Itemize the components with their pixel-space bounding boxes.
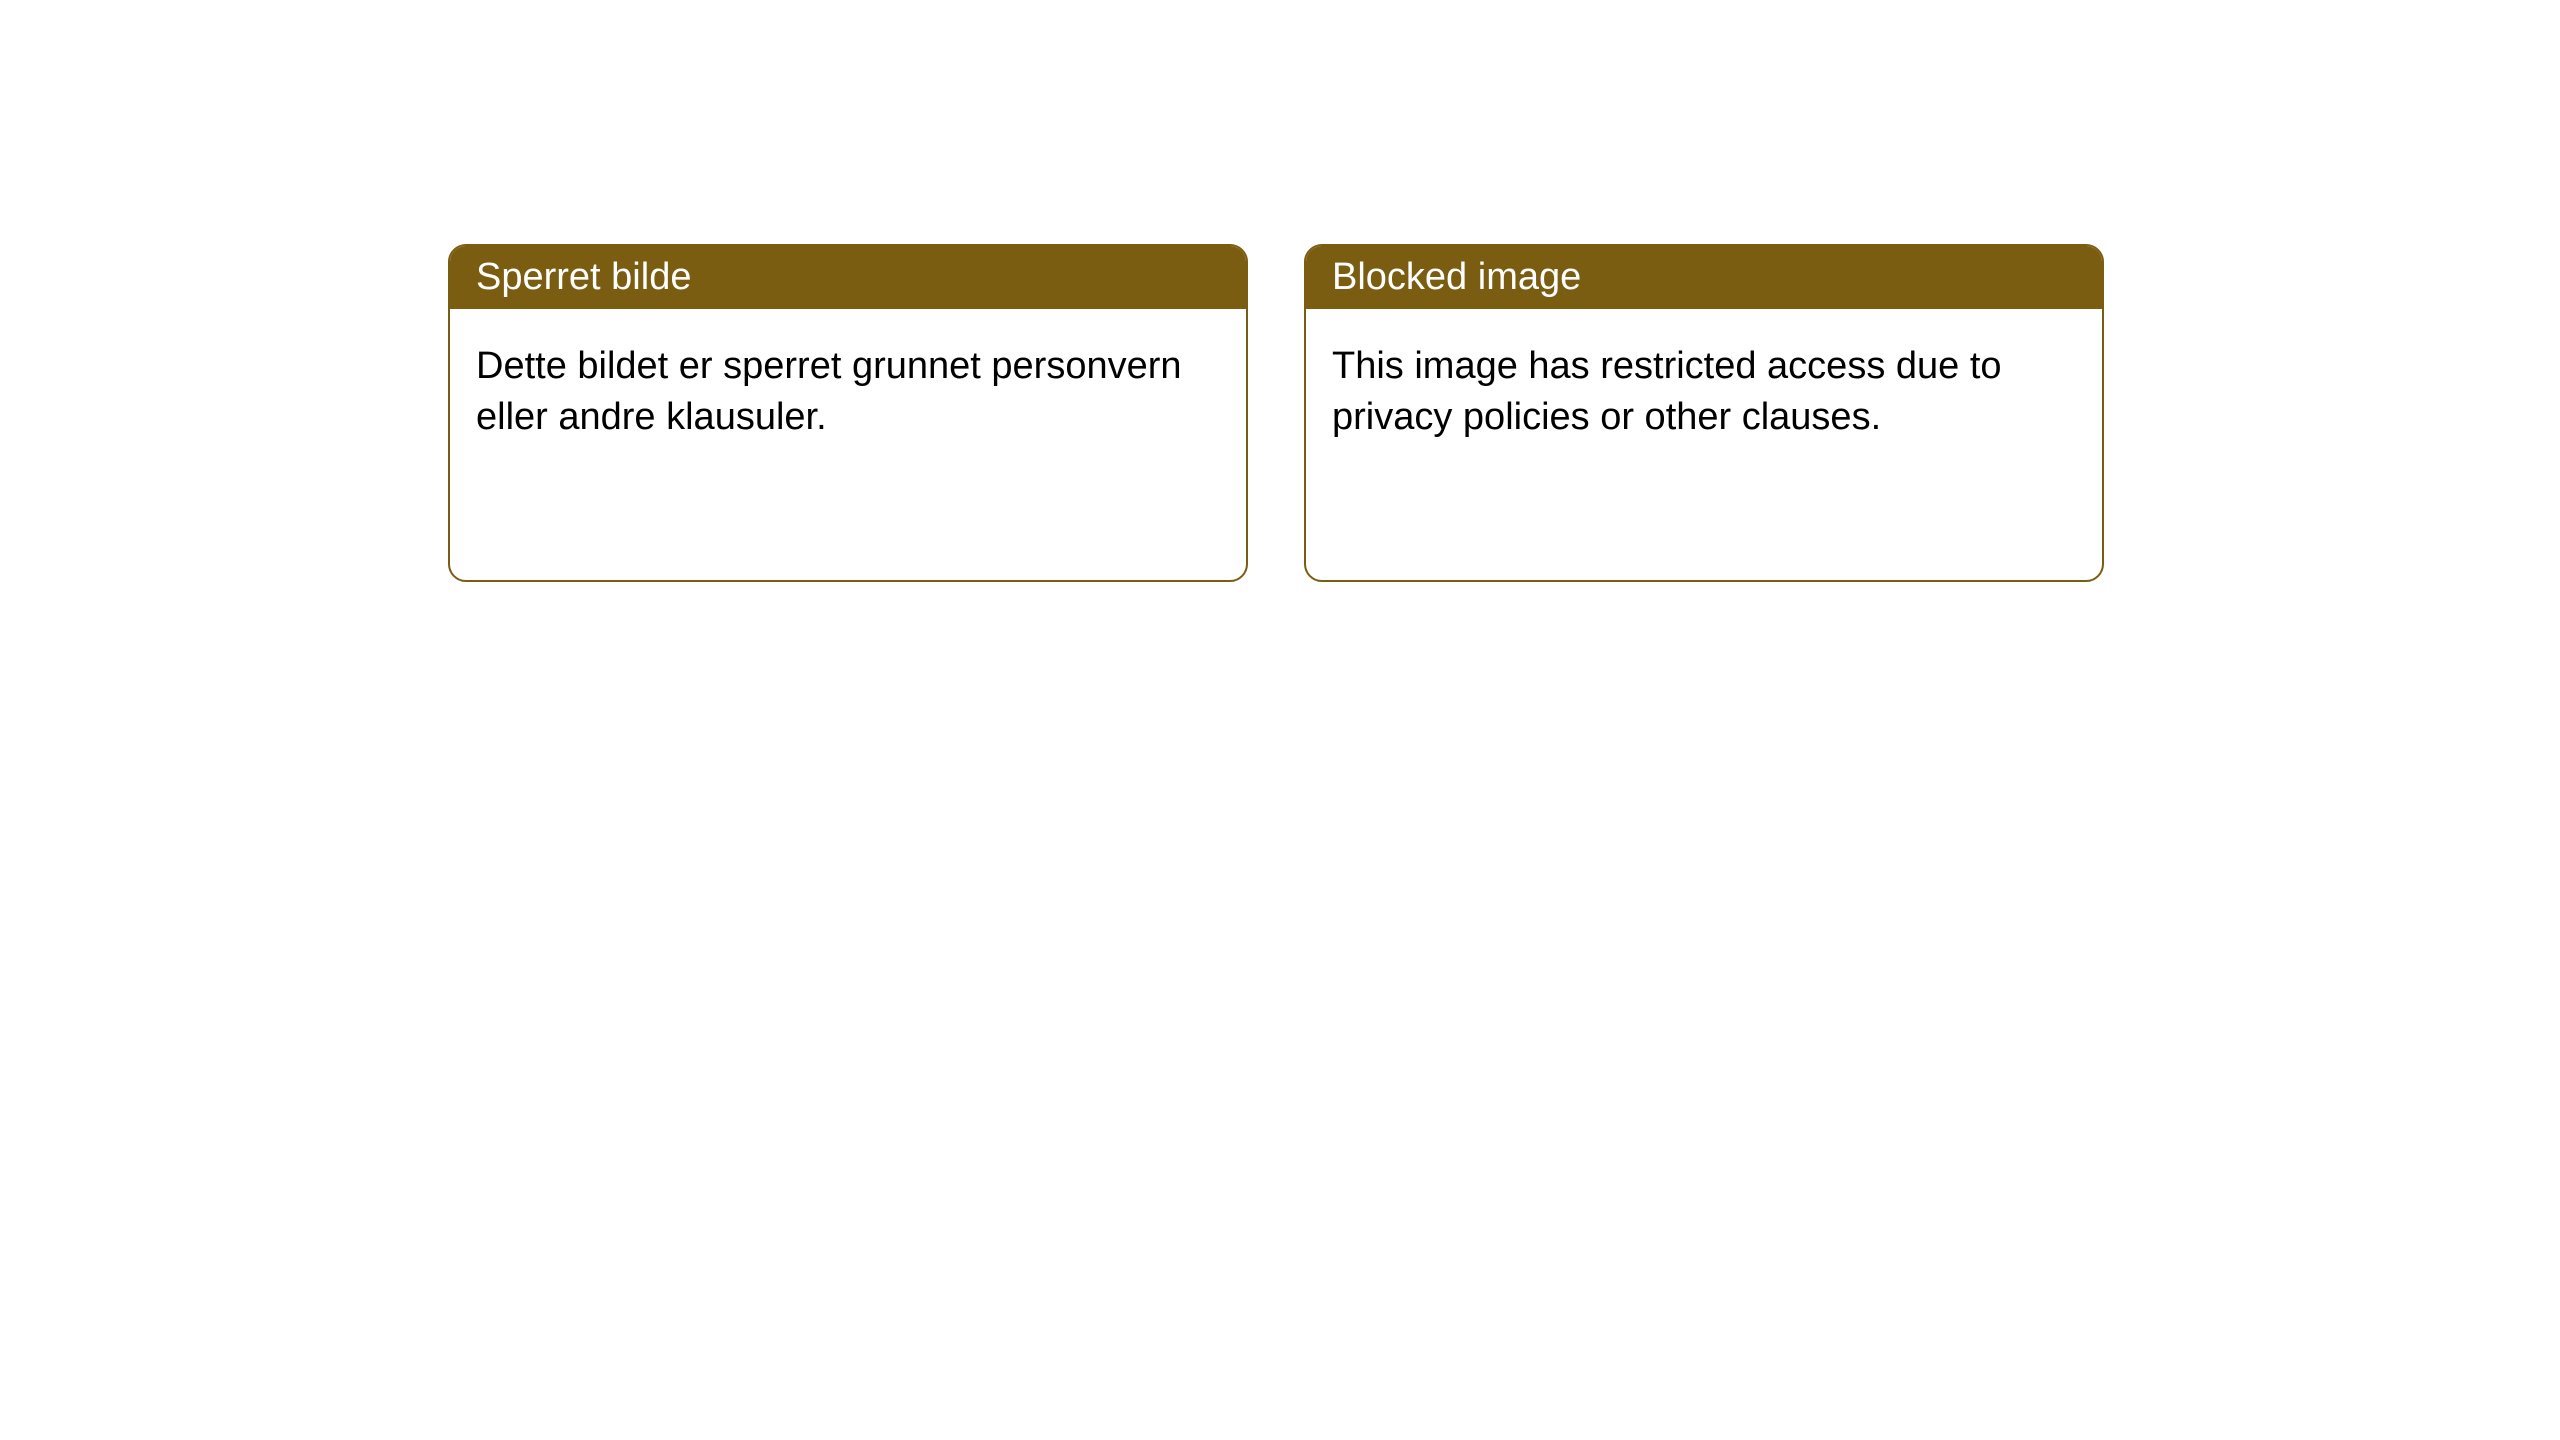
notice-container: Sperret bilde Dette bildet er sperret gr… [0, 0, 2560, 582]
notice-body: Dette bildet er sperret grunnet personve… [450, 309, 1246, 476]
notice-header: Blocked image [1306, 246, 2102, 309]
notice-title: Blocked image [1332, 256, 1581, 298]
notice-message: Dette bildet er sperret grunnet personve… [476, 345, 1182, 438]
notice-message: This image has restricted access due to … [1332, 345, 2002, 438]
notice-card-norwegian: Sperret bilde Dette bildet er sperret gr… [448, 244, 1248, 582]
notice-card-english: Blocked image This image has restricted … [1304, 244, 2104, 582]
notice-body: This image has restricted access due to … [1306, 309, 2102, 476]
notice-header: Sperret bilde [450, 246, 1246, 309]
notice-title: Sperret bilde [476, 256, 691, 298]
